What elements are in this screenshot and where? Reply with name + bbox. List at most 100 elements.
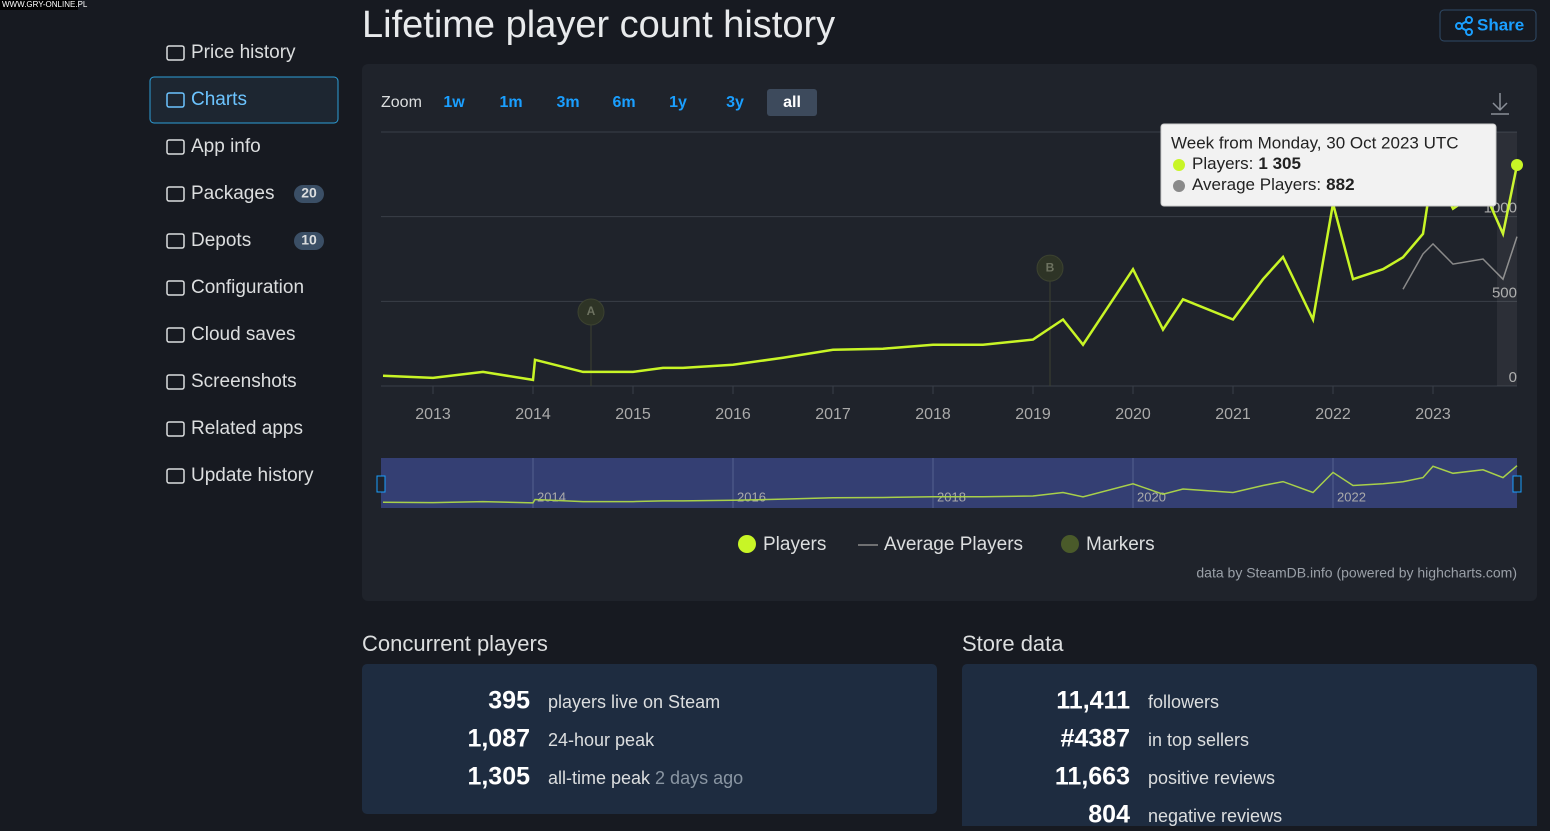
share-icon	[1455, 16, 1473, 36]
stat-value: 11,411	[1056, 687, 1130, 715]
stat-label-text: players live on Steam	[548, 692, 720, 712]
nav-icon	[166, 468, 185, 484]
nav-item[interactable]: Related apps	[191, 418, 303, 439]
zoom-button[interactable]: 1w	[443, 94, 465, 111]
tooltip-dot	[1173, 180, 1185, 192]
nav-item[interactable]: Price history	[191, 42, 296, 63]
stat-value: #4387	[1060, 725, 1130, 753]
nav-item[interactable]: Packages	[191, 183, 274, 204]
stat-label-text: followers	[1148, 692, 1219, 712]
legend-item[interactable]: Players	[763, 534, 826, 555]
x-tick-label: 2015	[615, 406, 651, 423]
tooltip-title: Week from Monday, 30 Oct 2023 UTC	[1171, 133, 1459, 152]
stat-value: 1,305	[467, 763, 530, 791]
nav-item[interactable]: Charts	[191, 89, 247, 110]
nav-item[interactable]: Cloud saves	[191, 324, 296, 345]
zoom-button[interactable]: all	[783, 94, 801, 111]
badge: 10	[301, 232, 317, 248]
nav-icon	[166, 92, 185, 108]
tooltip-value: 882	[1326, 175, 1354, 194]
stat-value: 11,663	[1055, 763, 1130, 791]
x-tick-label: 2023	[1415, 406, 1451, 423]
navigator	[381, 458, 1517, 508]
stat-label: positive reviews	[1148, 768, 1275, 788]
tooltip: Week from Monday, 30 Oct 2023 UTC Players…	[1160, 123, 1497, 207]
tooltip-row: Players: 1 305	[1192, 154, 1301, 173]
stat-label-text: positive reviews	[1148, 768, 1275, 788]
nav-icon	[166, 280, 185, 296]
nav-icon	[166, 327, 185, 343]
hover-point	[1511, 159, 1523, 172]
nav-handle[interactable]	[376, 475, 386, 493]
legend-item[interactable]: Average Players	[884, 534, 1023, 555]
stat-label-text: all-time peak	[548, 768, 651, 788]
stat-note: 2 days ago	[655, 768, 743, 788]
legend-symbol	[1061, 535, 1079, 553]
stat-label-text: negative reviews	[1148, 806, 1282, 826]
nav-item[interactable]: Configuration	[191, 277, 304, 298]
stat-value: 804	[1088, 801, 1130, 826]
credit: data by SteamDB.info (powered by highcha…	[1196, 565, 1517, 581]
hover-band	[1497, 132, 1517, 386]
legend-item[interactable]: Markers	[1086, 534, 1155, 555]
section-title: Store data	[962, 631, 1064, 656]
x-tick-label: 2018	[915, 406, 951, 423]
navigator-label: 2014	[537, 489, 566, 504]
zoom-button[interactable]: 1y	[669, 94, 687, 111]
x-tick-label: 2016	[715, 406, 751, 423]
nav-item[interactable]: Screenshots	[191, 371, 297, 392]
stat-label: 24-hour peak	[548, 730, 655, 750]
watermark: WWW.GRY-ONLINE.PL	[2, 0, 88, 9]
download-icon[interactable]	[1491, 93, 1509, 115]
x-tick-label: 2019	[1015, 406, 1051, 423]
nav-handle[interactable]	[1512, 475, 1522, 493]
y-tick-label: 500	[1492, 284, 1517, 301]
nav-item[interactable]: Update history	[191, 465, 314, 486]
badge-bg	[294, 232, 324, 250]
tooltip-label: Average Players:	[1192, 175, 1321, 194]
navigator-label: 2022	[1337, 489, 1366, 504]
stat-label-text: 24-hour peak	[548, 730, 655, 750]
series-line	[1402, 236, 1518, 290]
page-title: Lifetime player count history	[362, 4, 835, 46]
stat-label: followers	[1148, 692, 1219, 712]
x-tick-label: 2021	[1215, 406, 1251, 423]
zoom-button[interactable]: 6m	[612, 94, 635, 111]
tooltip-row: Average Players: 882	[1192, 175, 1355, 194]
stat-label: in top sellers	[1148, 730, 1249, 750]
nav-icon	[166, 45, 185, 61]
navigator-line	[382, 465, 1518, 504]
stat-label: all-time peak 2 days ago	[548, 768, 743, 788]
nav-icon	[166, 233, 185, 249]
concurrent-box	[362, 664, 937, 814]
nav-item[interactable]: App info	[191, 136, 261, 157]
x-tick-label: 2020	[1115, 406, 1151, 423]
zoom-button[interactable]: 3m	[556, 94, 579, 111]
nav-icon	[166, 186, 185, 202]
tooltip-dot	[1173, 159, 1185, 171]
marker	[577, 298, 605, 326]
x-tick-label: 2017	[815, 406, 851, 423]
store-box	[962, 664, 1537, 831]
tooltip-bg	[1160, 123, 1497, 207]
zoom-button[interactable]: 3y	[726, 94, 744, 111]
marker	[1036, 254, 1064, 282]
legend-symbol	[738, 535, 756, 553]
share-label[interactable]: Share	[1477, 15, 1524, 34]
tooltip-label: Players:	[1192, 154, 1253, 173]
zoom-button[interactable]: 1m	[499, 94, 522, 111]
tooltip-value: 1 305	[1258, 154, 1301, 173]
stat-value: 395	[488, 687, 530, 715]
stat-label: players live on Steam	[548, 692, 720, 712]
stat-label: negative reviews	[1148, 806, 1282, 826]
x-tick-label: 2022	[1315, 406, 1351, 423]
watermark-bg	[0, 0, 78, 10]
nav-item[interactable]: Depots	[191, 230, 251, 251]
x-tick-label: 2014	[515, 406, 551, 423]
badge-bg	[294, 185, 324, 203]
navigator-label: 2016	[737, 489, 766, 504]
series-line	[382, 164, 1519, 382]
share-button[interactable]	[1439, 9, 1537, 42]
marker-label: A	[587, 304, 596, 318]
